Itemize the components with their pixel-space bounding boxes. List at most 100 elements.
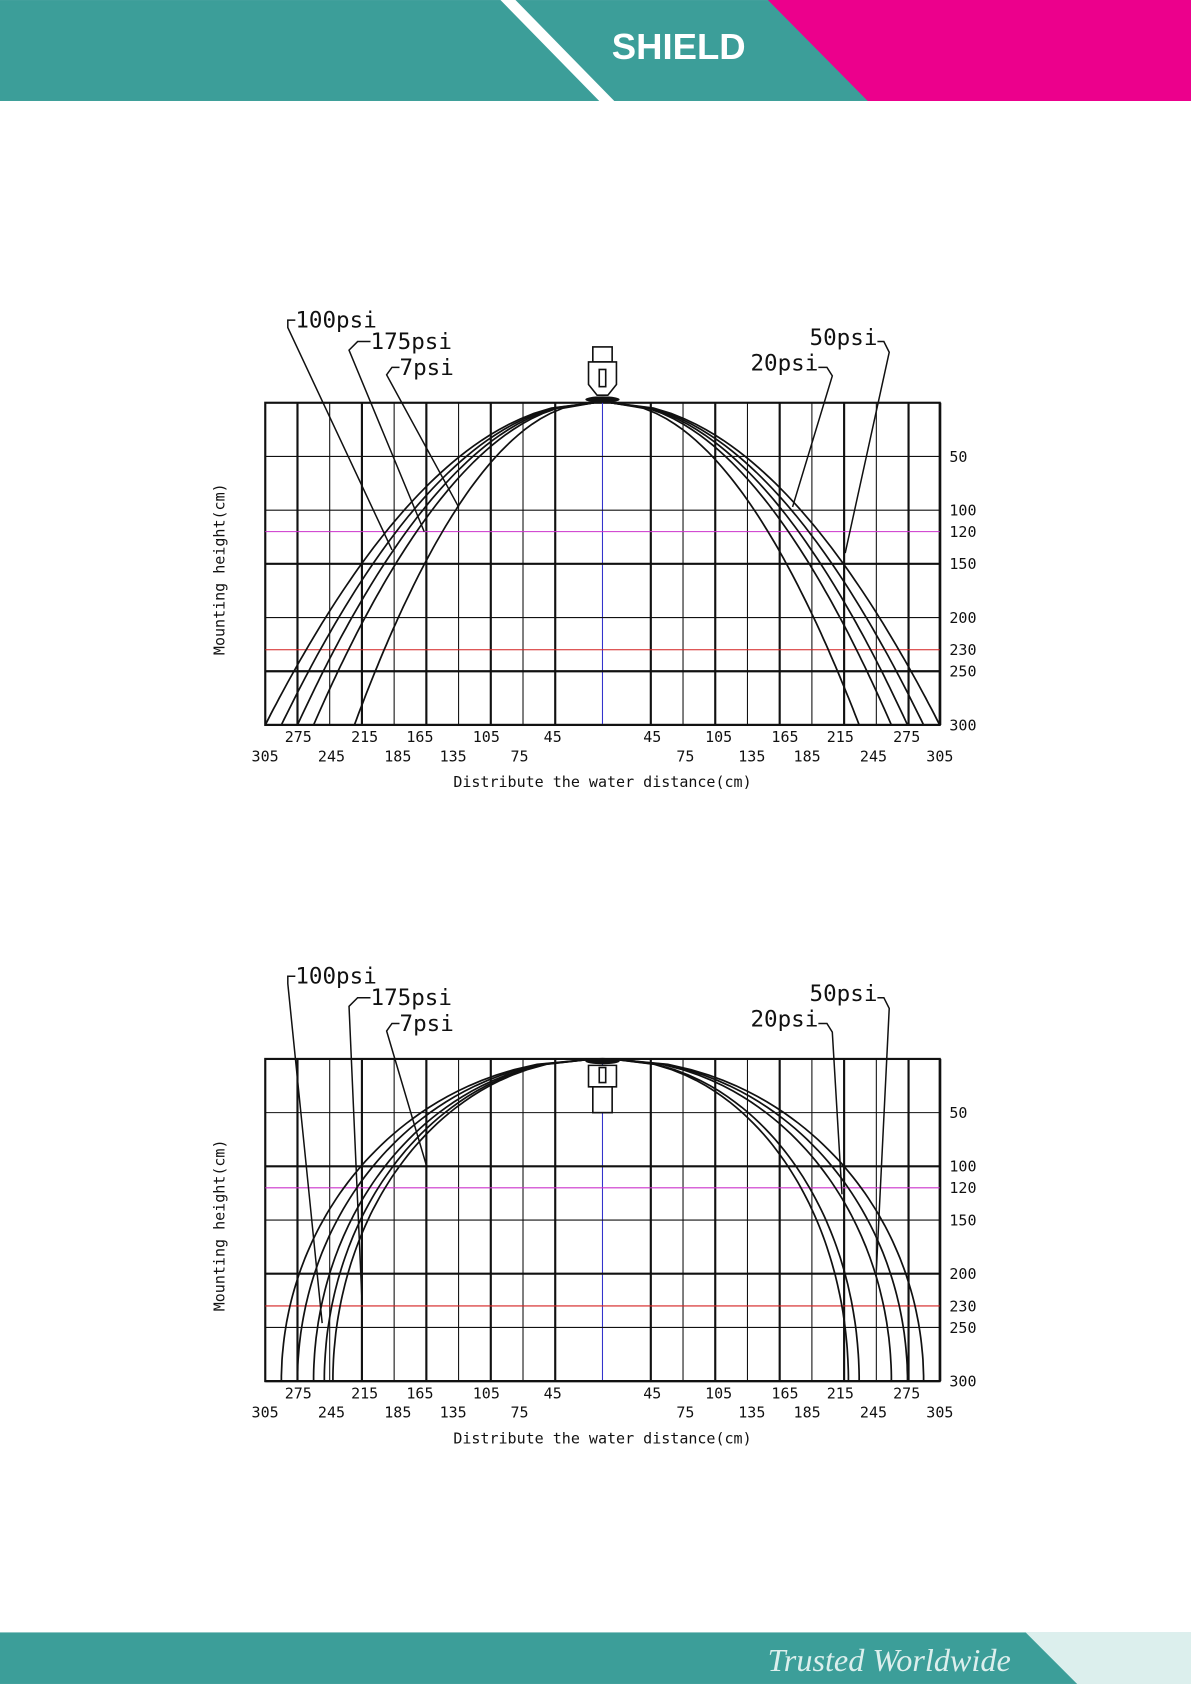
- y-axis-label: Mounting height(cm): [210, 483, 228, 655]
- x-tick-label: 105: [705, 728, 732, 746]
- leader-line: [348, 340, 425, 532]
- x-tick-label: 165: [406, 1384, 433, 1402]
- sprinkler-part: [598, 368, 607, 388]
- spray-curve: [296, 1058, 594, 1382]
- leader-line: [844, 340, 891, 554]
- y-tick-label: 120: [949, 1179, 976, 1197]
- x-tick-label: 75: [676, 747, 694, 765]
- y-tick-label: 50: [949, 448, 967, 466]
- x-tick-label: 215: [827, 728, 854, 746]
- footer-accent: [1025, 1632, 1191, 1684]
- x-tick-label: 45: [544, 1384, 562, 1402]
- footer: Trusted Worldwide: [0, 1632, 1191, 1684]
- leader-line: [287, 975, 323, 1324]
- pressure-label: 20psi: [750, 1007, 818, 1033]
- y-tick-label: 200: [949, 1265, 976, 1283]
- spray-diagram: 50 100 120 150 200 230 250 300 275 215 165 105 45 305…: [210, 964, 976, 1448]
- x-tick-label: 245: [318, 1404, 345, 1422]
- y-tick-label: 100: [949, 1158, 976, 1176]
- spray-curve: [312, 1058, 594, 1382]
- y-tick-label: 50: [949, 1104, 967, 1122]
- pressure-label: 7psi: [400, 1011, 454, 1037]
- y-tick-label: 150: [949, 555, 976, 573]
- sprinkler-part: [585, 1057, 620, 1065]
- x-tick-label: 185: [794, 747, 821, 765]
- sprinkler-part: [592, 1086, 613, 1114]
- spray-curve: [353, 401, 595, 726]
- spray-curve: [312, 401, 595, 726]
- y-tick-label: 300: [949, 716, 976, 734]
- x-tick-label: 75: [510, 1404, 528, 1422]
- footer-bar: [0, 1632, 1191, 1684]
- header: SHIELD: [0, 0, 1191, 101]
- x-tick-label: 75: [676, 1404, 694, 1422]
- spray-curve: [610, 401, 893, 726]
- x-tick-label: 45: [643, 1384, 661, 1402]
- x-tick-label: 185: [794, 1404, 821, 1422]
- y-tick-label: 250: [949, 1319, 976, 1337]
- x-tick-label: 215: [351, 728, 378, 746]
- diagrams: 50 100 120 150 200 230 250 300 275 215 165 105 45 305…: [210, 308, 976, 1448]
- spray-curve: [296, 401, 595, 726]
- tagline: Trusted Worldwide: [768, 1642, 1011, 1678]
- x-tick-label: 215: [351, 1384, 378, 1402]
- x-tick-label: 135: [738, 747, 765, 765]
- sprinkler-part: [592, 346, 613, 363]
- y-tick-label: 150: [949, 1211, 976, 1229]
- pressure-label: 100psi: [295, 964, 376, 990]
- spray-curve: [610, 401, 925, 726]
- y-tick-label: 100: [949, 502, 976, 520]
- spray-curve: [610, 401, 860, 726]
- pressure-label: 175psi: [371, 329, 452, 355]
- x-tick-label: 245: [860, 747, 887, 765]
- spray-curve: [280, 401, 595, 726]
- leader-line: [791, 366, 834, 508]
- x-tick-label: 245: [318, 747, 345, 765]
- brand: SHIELD: [612, 26, 746, 67]
- x-tick-label: 75: [510, 747, 528, 765]
- pressure-label: 7psi: [400, 355, 454, 381]
- sprinkler-icon: [585, 346, 620, 403]
- x-tick-label: 305: [926, 747, 953, 765]
- header-stripe: [500, 0, 615, 101]
- spray-curve: [610, 1058, 909, 1382]
- x-tick-label: 185: [384, 747, 411, 765]
- x-tick-label: 275: [893, 1384, 920, 1402]
- x-tick-label: 105: [705, 1384, 732, 1402]
- spray-curve: [610, 401, 909, 726]
- y-axis-label: Mounting height(cm): [210, 1140, 228, 1312]
- header-accent: [767, 0, 1191, 101]
- leader-line: [385, 1022, 428, 1166]
- x-tick-label: 165: [771, 728, 798, 746]
- y-tick-label: 230: [949, 641, 976, 659]
- pressure-label: 20psi: [750, 351, 818, 377]
- x-tick-label: 165: [406, 728, 433, 746]
- x-tick-label: 275: [893, 728, 920, 746]
- x-tick-label: 215: [827, 1384, 854, 1402]
- y-tick-label: 200: [949, 609, 976, 627]
- x-tick-label: 135: [738, 1404, 765, 1422]
- x-tick-label: 45: [544, 728, 562, 746]
- sprinkler-part: [585, 396, 620, 403]
- x-tick-label: 135: [440, 1404, 467, 1422]
- y-tick-label: 300: [949, 1372, 976, 1390]
- x-tick-label: 305: [252, 1404, 279, 1422]
- y-tick-label: 250: [949, 663, 976, 681]
- spray-curve: [323, 1058, 594, 1382]
- x-tick-label: 105: [473, 1384, 500, 1402]
- x-tick-label: 245: [860, 1404, 887, 1422]
- spray-curve: [610, 1058, 925, 1382]
- x-tick-label: 45: [643, 728, 661, 746]
- x-tick-label: 165: [771, 1384, 798, 1402]
- spray-curve: [610, 1058, 850, 1382]
- pressure-label: 50psi: [810, 981, 878, 1007]
- leader-line: [818, 1022, 843, 1195]
- x-tick-label: 275: [285, 728, 312, 746]
- x-tick-label: 305: [252, 747, 279, 765]
- sprinkler-icon: [585, 1057, 620, 1114]
- spray-diagram: 50 100 120 150 200 230 250 300 275 215 165 105 45 305…: [210, 308, 976, 792]
- y-tick-label: 230: [949, 1297, 976, 1315]
- sprinkler-part: [598, 1066, 607, 1084]
